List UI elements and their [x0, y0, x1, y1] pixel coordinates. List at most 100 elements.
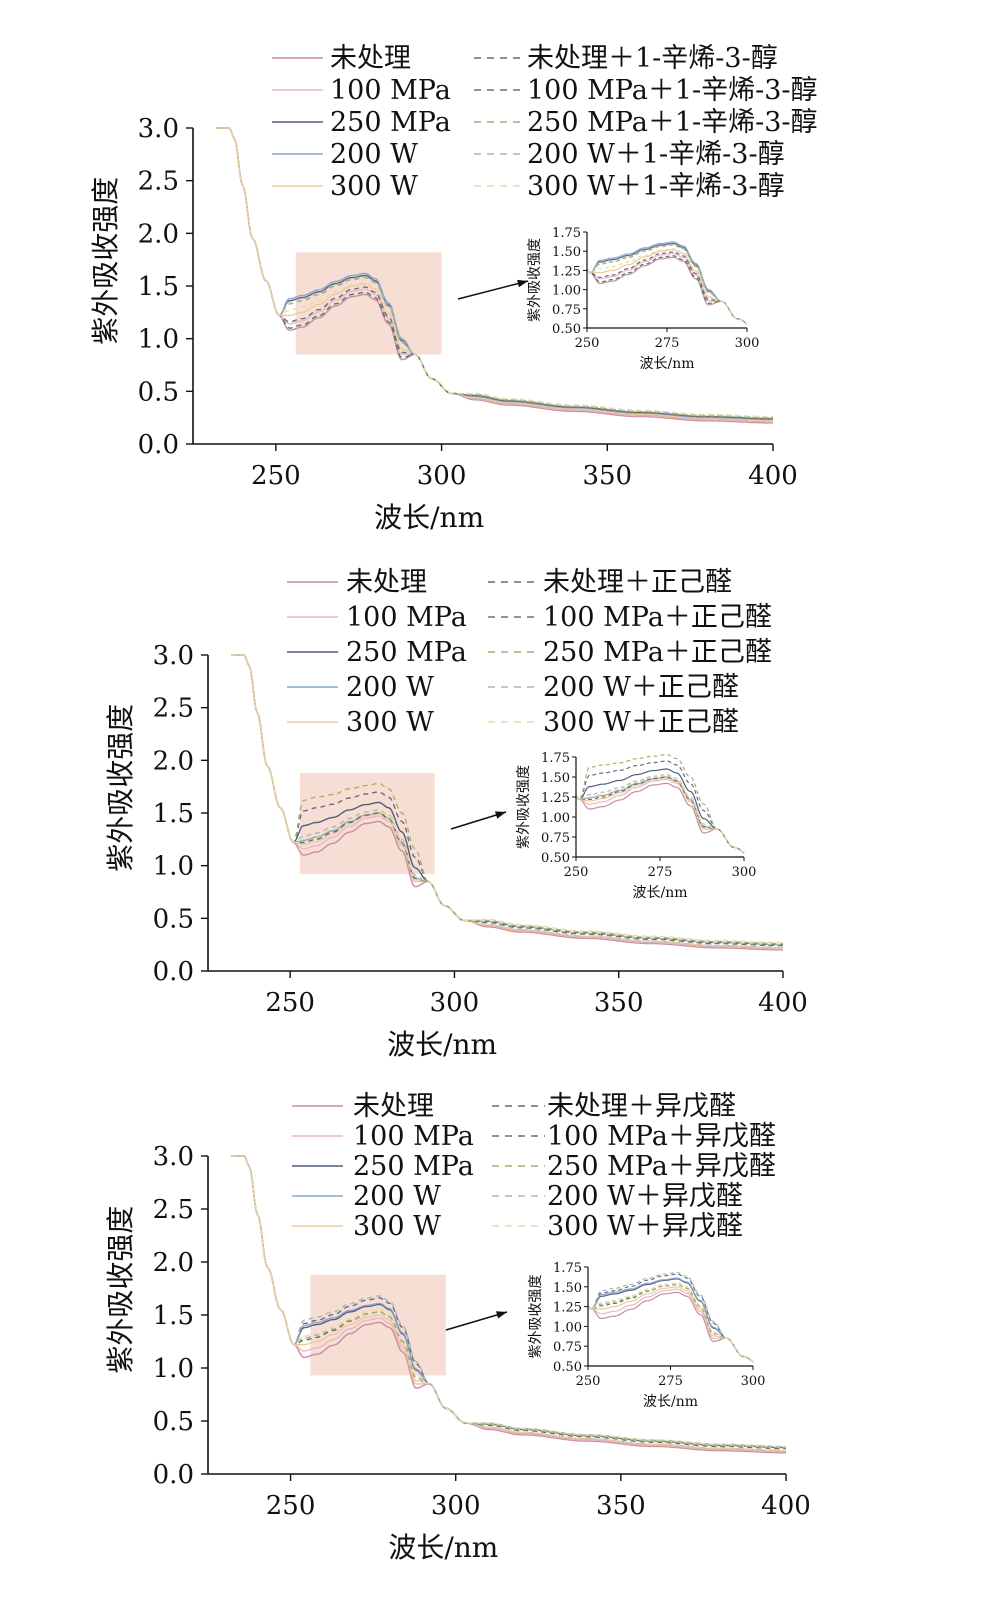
- inset-y-axis-label: 紫外吸收强度: [516, 765, 532, 849]
- series-line-1: [231, 654, 783, 951]
- x-tick-label: 300: [431, 1491, 481, 1521]
- arrow-line: [457, 280, 529, 300]
- y-tick-label: 0.5: [138, 377, 179, 407]
- series-line-5: [231, 654, 783, 949]
- inset-series-line-6: [588, 1283, 754, 1363]
- series-line-9: [216, 127, 773, 419]
- series-line-7: [216, 127, 773, 420]
- legend-label: 250 MPa: [353, 1151, 474, 1182]
- legend-label: 100 MPa＋正己醛: [543, 602, 772, 633]
- inset-x-tick-label: 275: [655, 336, 680, 351]
- legend-label: 300 W＋1-辛烯-3-醇: [527, 171, 785, 202]
- y-axis-label: 紫外吸收强度: [104, 704, 137, 872]
- inset-series-line-2: [576, 778, 745, 854]
- legend-label: 200 W: [330, 139, 418, 170]
- legend-label: 未处理＋异戊醛: [547, 1091, 736, 1122]
- legend-label: 200 W＋异戊醛: [547, 1181, 743, 1212]
- legend-label: 300 W: [353, 1211, 441, 1242]
- inset-series-line-10: [576, 774, 745, 854]
- chart-panel-1: 0.0 0.5 1.0 1.5 2.0 2.5 3.0 250 300 350 400 波长/nm 紫外…: [89, 43, 818, 534]
- legend: 未处理 100 MPa 250 MPa 200 W 300 W 未处理＋正己醛 100 MP…: [287, 567, 772, 738]
- legend-label: 250 MPa＋1-辛烯-3-醇: [527, 107, 818, 138]
- x-tick-label: 400: [748, 461, 798, 491]
- series-line-8: [231, 654, 783, 945]
- legend-label: 250 MPa: [346, 637, 467, 668]
- inset-y-tick-label: 0.75: [552, 303, 581, 318]
- inset-y-tick-label: 1.00: [541, 811, 570, 826]
- x-axis-label: 波长/nm: [387, 1028, 497, 1061]
- x-axis-label: 波长/nm: [374, 501, 484, 534]
- y-tick-label: 2.0: [153, 746, 194, 776]
- legend-label: 未处理: [330, 43, 411, 74]
- inset-series-group: [576, 754, 745, 854]
- inset-x-tick-label: 250: [576, 1374, 601, 1389]
- inset-x-tick-label: 300: [741, 1374, 766, 1389]
- inset-x-tick-label: 250: [575, 336, 600, 351]
- legend-label: 300 W: [330, 171, 418, 202]
- x-tick-label: 250: [265, 988, 315, 1018]
- series-line-10: [231, 654, 783, 944]
- inset-y-tick-label: 1.50: [553, 1281, 582, 1296]
- arrow-head: [495, 811, 506, 819]
- y-tick-label: 3.0: [138, 114, 179, 144]
- y-tick-label: 2.5: [153, 1195, 194, 1225]
- legend-label: 300 W＋异戊醛: [547, 1211, 743, 1242]
- inset-series-line-8: [588, 1283, 754, 1363]
- inset-series-line-6: [587, 255, 748, 325]
- series-line-9: [231, 1155, 786, 1448]
- inset-chart: 0.50 0.75 1.00 1.25 1.50 1.75 250 275 300 波长/nm 紫外…: [516, 751, 756, 901]
- y-axis-label: 紫外吸收强度: [89, 177, 122, 345]
- y-tick-label: 1.0: [138, 325, 179, 355]
- legend-label: 200 W: [346, 672, 434, 703]
- legend-label: 100 MPa＋异戊醛: [547, 1121, 776, 1152]
- x-tick-label: 250: [266, 1491, 316, 1521]
- inset-series-group: [588, 1271, 754, 1363]
- x-tick-label: 300: [430, 988, 480, 1018]
- inset-y-tick-label: 1.75: [553, 1261, 582, 1276]
- series-line-2: [231, 654, 783, 950]
- arrow-head: [496, 1311, 507, 1319]
- inset-y-tick-label: 1.25: [541, 791, 570, 806]
- inset-series-line-5: [576, 777, 745, 854]
- legend-label: 200 W＋1-辛烯-3-醇: [527, 139, 785, 170]
- series-line-2: [216, 127, 773, 423]
- y-tick-label: 2.0: [138, 219, 179, 249]
- inset-x-tick-label: 275: [658, 1374, 683, 1389]
- inset-y-tick-label: 1.25: [553, 1301, 582, 1316]
- arrow-line: [445, 1311, 508, 1331]
- y-tick-label: 2.5: [153, 694, 194, 724]
- legend-label: 250 MPa＋正己醛: [543, 637, 772, 668]
- inset-series-line-9: [576, 774, 745, 854]
- y-tick-label: 0.0: [153, 1460, 194, 1490]
- series-line-10: [231, 1155, 786, 1448]
- inset-series-line-9: [588, 1271, 754, 1363]
- inset-series-group: [587, 241, 748, 325]
- series-line-5: [231, 1155, 786, 1452]
- legend-label: 250 MPa: [330, 107, 451, 138]
- y-tick-label: 1.0: [153, 1354, 194, 1384]
- chart-panel-3: 0.0 0.5 1.0 1.5 2.0 2.5 3.0 250 300 350 400 波长/nm 紫外…: [104, 1091, 811, 1564]
- legend-label: 300 W: [346, 707, 434, 738]
- x-tick-label: 400: [758, 988, 808, 1018]
- inset-x-axis-label: 波长/nm: [639, 356, 694, 372]
- y-tick-label: 1.0: [153, 852, 194, 882]
- legend-label: 100 MPa＋1-辛烯-3-醇: [527, 75, 818, 106]
- y-tick-label: 0.5: [153, 1407, 194, 1437]
- inset-series-line-1: [587, 256, 748, 325]
- inset-y-tick-label: 0.75: [553, 1340, 582, 1355]
- x-axis-label: 波长/nm: [388, 1531, 498, 1564]
- y-tick-label: 3.0: [153, 641, 194, 671]
- y-tick-label: 0.5: [153, 904, 194, 934]
- y-tick-label: 0.0: [138, 430, 179, 460]
- x-tick-label: 400: [761, 1491, 811, 1521]
- inset-y-tick-label: 1.00: [553, 1320, 582, 1335]
- chart-panel-2: 0.0 0.5 1.0 1.5 2.0 2.5 3.0 250 300 350 400 波长/nm 紫外…: [104, 567, 808, 1061]
- inset-x-tick-label: 250: [564, 865, 589, 880]
- legend-label: 100 MPa: [346, 602, 467, 633]
- y-axis-label: 紫外吸收强度: [104, 1206, 137, 1374]
- inset-x-tick-label: 300: [735, 336, 760, 351]
- series-line-6: [231, 654, 783, 947]
- legend-label: 200 W＋正己醛: [543, 672, 739, 703]
